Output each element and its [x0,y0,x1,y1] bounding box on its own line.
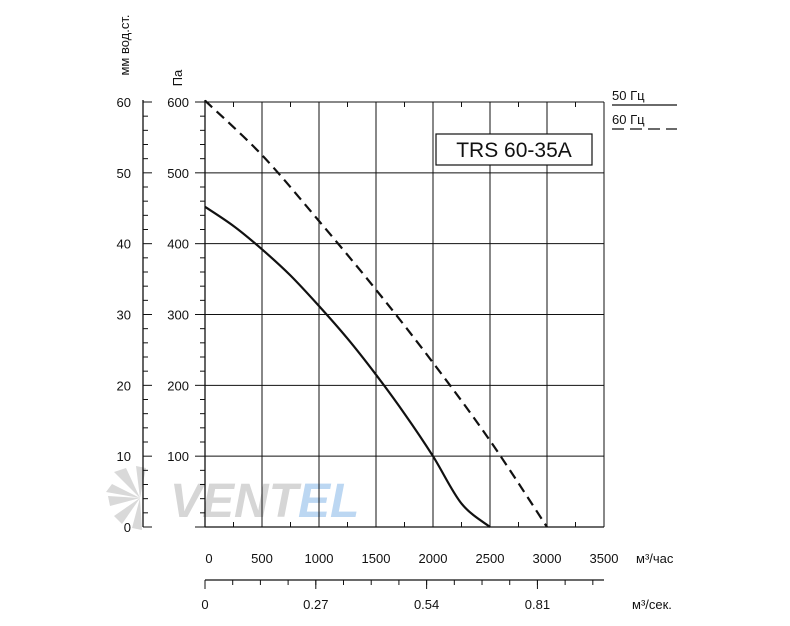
mm-tick-label: 0 [124,520,131,535]
mm-tick-label: 10 [117,449,131,464]
mm-tick-label: 20 [117,378,131,393]
mm-tick-label: 40 [117,237,131,252]
secondary-x-tick-label: 0.54 [414,597,439,612]
watermark-text-accent: EL [298,475,359,528]
pa-axis-title: Па [170,69,185,86]
model-label: TRS 60-35A [456,139,572,162]
x-tick-label: 1000 [305,551,334,566]
chart-series [204,99,548,528]
pa-tick-label: 500 [167,166,189,181]
x-tick-label: 3000 [533,551,562,566]
x-tick-label: 2000 [419,551,448,566]
pa-tick-label: 400 [167,237,189,252]
watermark-text-main: VENT [170,475,302,528]
x-tick-label: 0 [205,551,212,566]
series-line-50hz [204,205,491,528]
pa-tick-label: 200 [167,378,189,393]
secondary-x-tick-label: 0.81 [525,597,550,612]
legend: 50 Гц 60 Гц [612,88,677,130]
pa-tick-label: 600 [167,95,189,110]
x-tick-label: 2500 [476,551,505,566]
svg-text:VENTEL: VENTEL [170,475,359,528]
legend-label-1: 60 Гц [612,112,645,127]
x-tick-label: 500 [251,551,273,566]
model-box: TRS 60-35A [435,133,593,166]
mm-tick-label: 60 [117,95,131,110]
secondary-x-tick-label: 0.27 [303,597,328,612]
secondary-x-axis-title: м³/сек. [632,597,672,612]
pa-tick-label: 300 [167,308,189,323]
mm-tick-label: 50 [117,166,131,181]
secondary-x-tick-label: 0 [201,597,208,612]
legend-label-0: 50 Гц [612,88,645,103]
mm-tick-label: 30 [117,308,131,323]
x-tick-label: 1500 [362,551,391,566]
pa-tick-label: 100 [167,449,189,464]
x-axis-title: м³/час [636,551,674,566]
fan-logo-icon [106,466,146,530]
ventel-watermark: VENTEL [106,466,359,530]
x-tick-label: 3500 [590,551,619,566]
chart-grid [205,101,605,527]
chart-axes [142,100,604,589]
mm-axis-title: мм вод.ст. [117,14,132,75]
